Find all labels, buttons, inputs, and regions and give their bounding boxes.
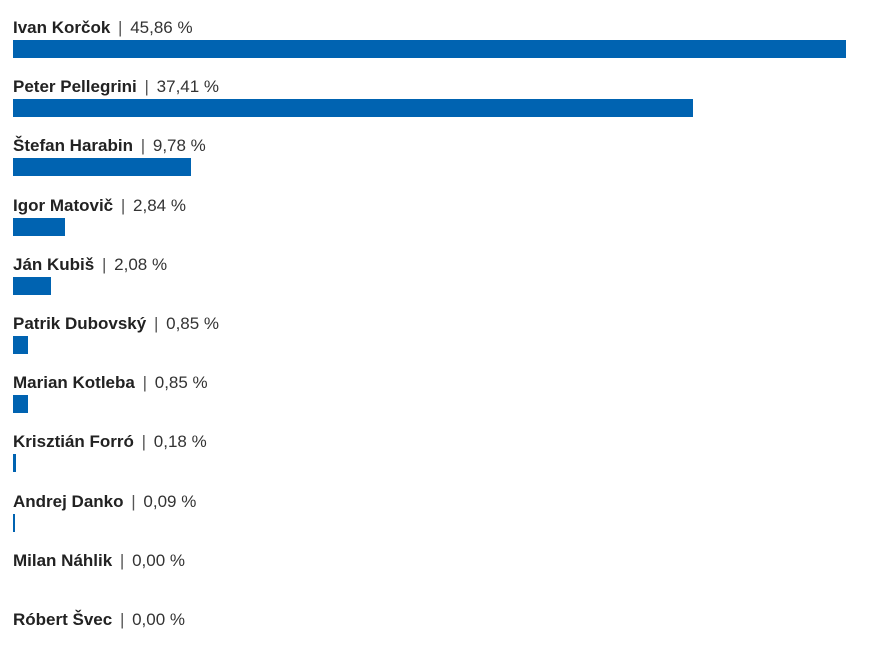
bar-row: Marian Kotleba | 0,85 % — [13, 372, 853, 422]
candidate-name: Andrej Danko — [13, 492, 124, 511]
bar-row: Krisztián Forró | 0,18 % — [13, 431, 853, 481]
bar-label: Róbert Švec | 0,00 % — [13, 609, 185, 631]
bar — [13, 218, 65, 236]
bar-row: Róbert Švec | 0,00 % — [13, 609, 853, 659]
bar-label: Peter Pellegrini | 37,41 % — [13, 76, 219, 98]
candidate-name: Patrik Dubovský — [13, 314, 147, 333]
vote-percentage: 9,78 % — [152, 136, 206, 155]
bar-row: Ján Kubiš | 2,08 % — [13, 254, 853, 304]
label-separator: | — [141, 432, 147, 451]
bar — [13, 99, 693, 117]
bar-label: Igor Matovič | 2,84 % — [13, 195, 186, 217]
vote-percentage: 37,41 % — [156, 77, 220, 96]
bar-label: Krisztián Forró | 0,18 % — [13, 431, 207, 453]
bar-row: Peter Pellegrini | 37,41 % — [13, 76, 853, 126]
bar — [13, 158, 191, 176]
label-separator: | — [153, 314, 159, 333]
candidate-name: Ján Kubiš — [13, 255, 95, 274]
bar — [13, 40, 846, 58]
candidate-name: Róbert Švec — [13, 610, 113, 629]
candidate-name: Igor Matovič — [13, 196, 114, 215]
bar-row: Štefan Harabin | 9,78 % — [13, 135, 853, 185]
bar-label: Andrej Danko | 0,09 % — [13, 491, 196, 513]
label-separator: | — [118, 18, 123, 37]
vote-percentage: 0,18 % — [153, 432, 207, 451]
bar-row: Andrej Danko | 0,09 % — [13, 491, 853, 541]
vote-percentage: 2,08 % — [114, 255, 168, 274]
bar-label: Marian Kotleba | 0,85 % — [13, 372, 208, 394]
bar-row: Milan Náhlik | 0,00 % — [13, 550, 853, 600]
bar — [13, 336, 29, 354]
label-separator: | — [140, 136, 146, 155]
label-separator: | — [101, 255, 107, 274]
vote-percentage: 0,00 % — [132, 610, 186, 629]
candidate-name: Štefan Harabin — [13, 136, 133, 155]
vote-percentage: 0,09 % — [143, 492, 197, 511]
bar-row: Patrik Dubovský | 0,85 % — [13, 313, 853, 363]
label-separator: | — [119, 610, 125, 629]
candidate-name: Milan Náhlik — [13, 551, 113, 570]
bar — [13, 277, 51, 295]
candidate-name: Krisztián Forró — [13, 432, 134, 451]
candidate-name: Marian Kotleba — [13, 373, 135, 392]
bar — [13, 395, 29, 413]
bar-label: Patrik Dubovský | 0,85 % — [13, 313, 219, 335]
bar-label: Ivan Korčok | 45,86 % — [13, 17, 193, 39]
label-separator: | — [142, 373, 148, 392]
label-separator: | — [144, 77, 149, 96]
candidate-name: Ivan Korčok — [13, 18, 111, 37]
bar-chart: Ivan Korčok | 45,86 % Peter Pellegrini | … — [13, 17, 853, 629]
candidate-name: Peter Pellegrini — [13, 77, 137, 96]
label-separator: | — [119, 551, 125, 570]
label-separator: | — [120, 196, 126, 215]
bar-label: Štefan Harabin | 9,78 % — [13, 135, 206, 157]
bar-label: Ján Kubiš | 2,08 % — [13, 254, 167, 276]
vote-percentage: 0,85 % — [154, 373, 208, 392]
bar-row: Igor Matovič | 2,84 % — [13, 195, 853, 245]
bar — [13, 514, 15, 532]
bar-row: Ivan Korčok | 45,86 % — [13, 17, 853, 67]
vote-percentage: 0,00 % — [132, 551, 186, 570]
bar-label: Milan Náhlik | 0,00 % — [13, 550, 185, 572]
bar — [13, 454, 17, 472]
vote-percentage: 45,86 % — [130, 18, 193, 37]
vote-percentage: 2,84 % — [133, 196, 186, 215]
vote-percentage: 0,85 % — [166, 314, 220, 333]
label-separator: | — [131, 492, 136, 511]
